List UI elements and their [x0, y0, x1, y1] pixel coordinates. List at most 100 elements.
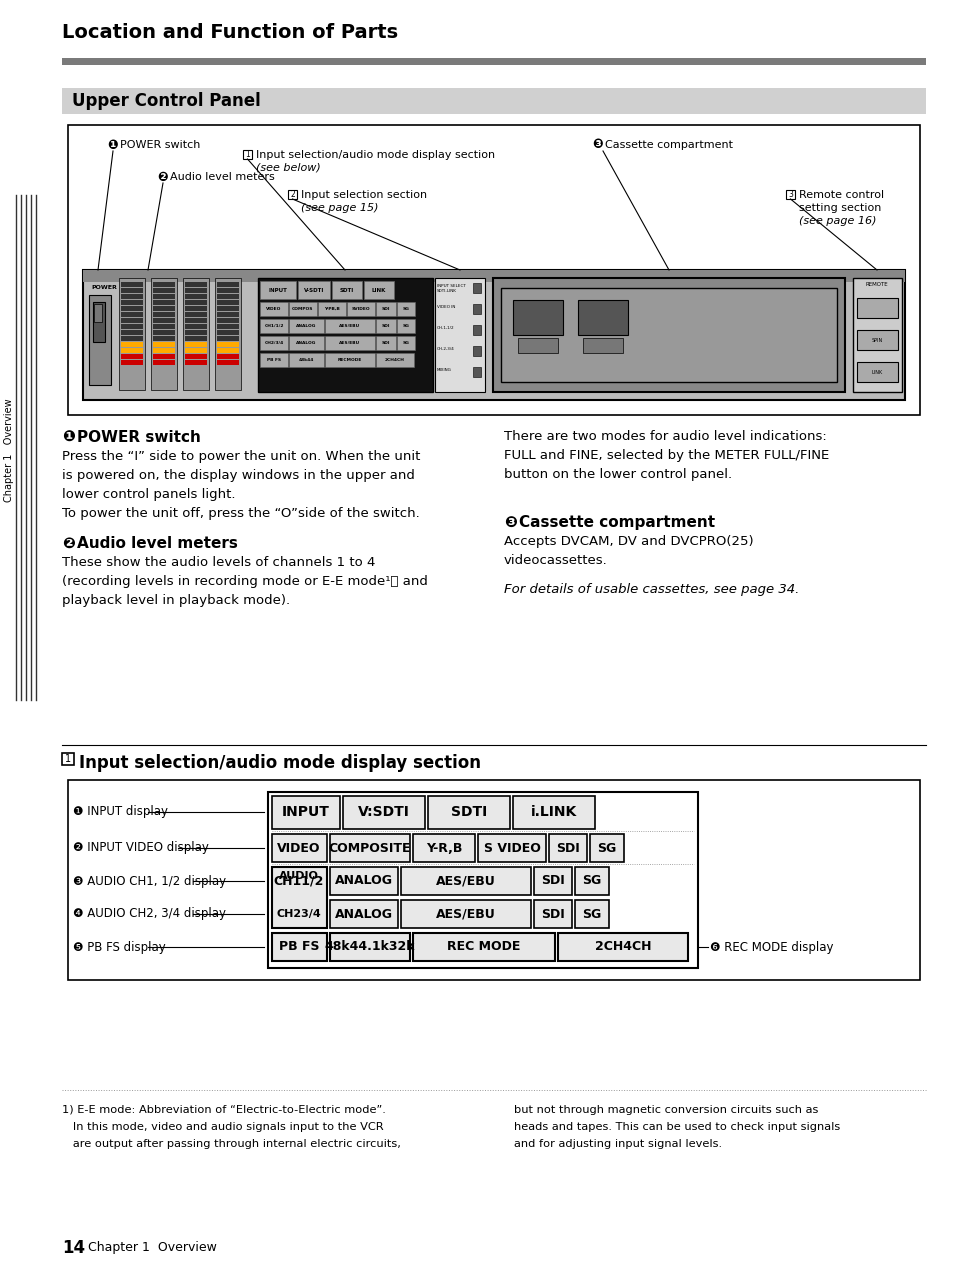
Bar [185, 348, 207, 353]
Bar [152, 306, 174, 311]
Bar [330, 834, 410, 862]
Text: 1: 1 [65, 754, 71, 764]
Bar [92, 302, 105, 341]
Bar [152, 341, 174, 347]
Text: are output after passing through internal electric circuits,: are output after passing through interna… [62, 1139, 400, 1149]
Text: Cassette compartment: Cassette compartment [518, 515, 715, 530]
Bar [152, 294, 174, 299]
Bar [216, 324, 239, 329]
Bar [121, 288, 143, 293]
Bar [216, 354, 239, 359]
Text: CH2/3/4: CH2/3/4 [264, 341, 283, 345]
Bar [317, 302, 346, 316]
Bar [121, 294, 143, 299]
Text: Y-PB,B: Y-PB,B [324, 307, 339, 311]
Bar [364, 282, 394, 299]
Bar [785, 190, 794, 199]
Bar [856, 362, 897, 382]
Text: ❹ AUDIO CH2, 3/4 display: ❹ AUDIO CH2, 3/4 display [73, 907, 226, 921]
Bar [62, 88, 925, 113]
Bar [268, 792, 698, 968]
Text: SG: SG [581, 907, 601, 921]
Bar [332, 282, 361, 299]
Bar [185, 324, 207, 329]
Bar [534, 899, 572, 927]
Bar [375, 353, 414, 367]
Bar [185, 336, 207, 341]
Bar [289, 336, 324, 350]
Text: VIDEO IN: VIDEO IN [436, 304, 455, 310]
Bar [330, 933, 410, 961]
Text: INPUT: INPUT [269, 288, 287, 293]
Bar [856, 330, 897, 350]
Bar [62, 753, 74, 764]
Text: LINK: LINK [372, 288, 386, 293]
Text: ANALOG: ANALOG [295, 341, 315, 345]
Bar [216, 318, 239, 324]
Text: lower control panels light.: lower control panels light. [62, 488, 235, 501]
Bar [216, 336, 239, 341]
Text: POWER: POWER [91, 285, 117, 290]
Text: AES/EBU: AES/EBU [339, 324, 360, 327]
Bar [152, 318, 174, 324]
Text: AUDIO: AUDIO [279, 871, 318, 882]
Bar [83, 270, 904, 282]
Bar [152, 354, 174, 359]
Bar [513, 796, 595, 829]
Bar [582, 338, 622, 353]
Text: Input selection/audio mode display section: Input selection/audio mode display secti… [255, 150, 495, 161]
Bar [396, 302, 415, 316]
Text: Audio level meters: Audio level meters [77, 536, 237, 550]
Bar [62, 59, 925, 65]
Text: LINK: LINK [870, 369, 882, 375]
Bar [121, 306, 143, 311]
Bar [477, 834, 545, 862]
Text: CH1/1/2: CH1/1/2 [264, 324, 283, 327]
Text: Audio level meters: Audio level meters [170, 172, 274, 182]
Text: PB FS: PB FS [278, 940, 319, 953]
Text: CH-2,3/4: CH-2,3/4 [436, 347, 455, 352]
Text: SDI: SDI [381, 324, 390, 327]
Bar [68, 125, 919, 415]
Bar [185, 354, 207, 359]
Text: ❶: ❶ [62, 431, 74, 445]
Bar [260, 318, 288, 333]
Bar [94, 304, 102, 322]
Bar [185, 330, 207, 335]
Text: SG: SG [597, 842, 616, 855]
Bar [152, 330, 174, 335]
Bar [473, 367, 480, 377]
Text: POWER switch: POWER switch [120, 140, 200, 150]
Bar [121, 318, 143, 324]
Bar [216, 294, 239, 299]
Bar [185, 341, 207, 347]
Text: (see page 16): (see page 16) [799, 217, 876, 225]
Text: SG: SG [402, 341, 409, 345]
Text: Accepts DVCAM, DV and DVCPRO(25): Accepts DVCAM, DV and DVCPRO(25) [503, 535, 753, 548]
Bar [548, 834, 586, 862]
Text: (see page 15): (see page 15) [301, 203, 378, 213]
Text: SG: SG [402, 324, 409, 327]
Text: and for adjusting input signal levels.: and for adjusting input signal levels. [514, 1139, 721, 1149]
Bar [216, 348, 239, 353]
Text: Input selection section: Input selection section [301, 190, 427, 200]
Bar [185, 294, 207, 299]
Bar [396, 336, 415, 350]
Text: Cassette compartment: Cassette compartment [604, 140, 732, 150]
Text: INPUT SELECT
SDTI-LINK: INPUT SELECT SDTI-LINK [436, 284, 465, 293]
Bar [216, 306, 239, 311]
Bar [500, 288, 836, 382]
Bar [152, 348, 174, 353]
Bar [151, 278, 177, 390]
Bar [272, 933, 327, 961]
Text: VIDEO: VIDEO [266, 307, 281, 311]
Text: CH23/4: CH23/4 [276, 910, 321, 919]
Bar [589, 834, 623, 862]
Text: (recording levels in recording mode or E-E mode¹⦾ and: (recording levels in recording mode or E… [62, 575, 428, 589]
Text: AES/EBU: AES/EBU [339, 341, 360, 345]
Text: 48k44: 48k44 [298, 358, 314, 362]
Bar [578, 299, 627, 335]
Bar [257, 278, 433, 392]
Bar [121, 336, 143, 341]
Text: COMPOS: COMPOS [292, 307, 314, 311]
